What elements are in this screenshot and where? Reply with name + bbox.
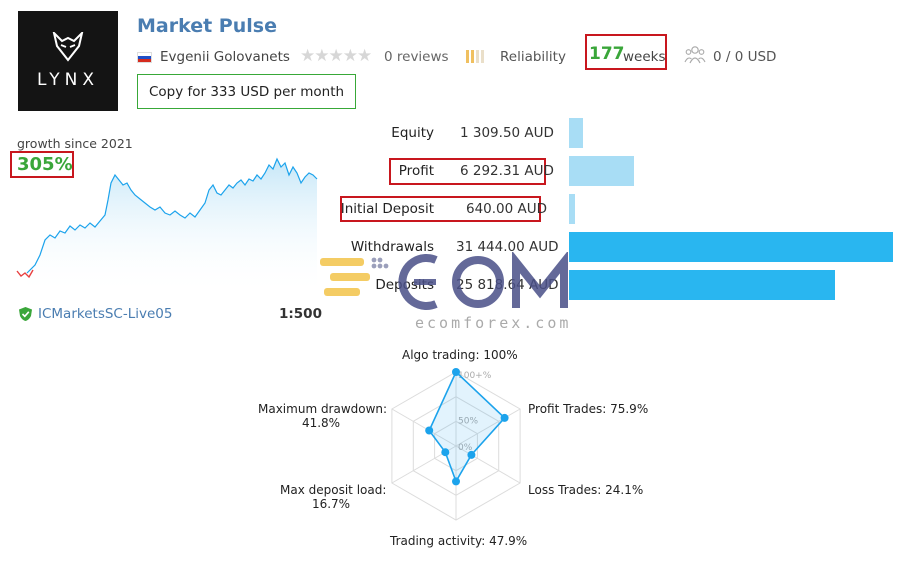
stat-label-withdrawals: Withdrawals [350,239,434,255]
ecom-watermark-logo [320,252,568,310]
weeks-number: 177 [589,44,625,64]
stat-value-withdrawals: 31 444.00 AUD [456,239,559,255]
stat-label-initial-deposit: Initial Deposit [340,201,434,217]
growth-label: growth since 2021 [17,136,133,151]
radar-point-3 [452,477,460,486]
radar-label-max-deposit-load: Max deposit load: 16.7% [280,483,387,511]
leverage-value: 1:500 [279,306,322,322]
radar-label-trading-activity: Trading activity: 47.9% [390,534,528,548]
weeks-label: weeks [623,49,666,65]
reliability-label: Reliability [500,49,566,65]
growth-line [26,157,318,274]
radar-point-1 [500,413,509,422]
reliability-bars-icon [466,50,484,63]
stat-value-equity: 1 309.50 AUD [460,125,554,141]
reviews-link[interactable]: 0 reviews [384,49,449,65]
stat-value-initial-deposit: 640.00 AUD [466,201,548,217]
rating-stars-icon: ★★★★★ [300,46,372,66]
bar-withdrawals [569,232,893,262]
author-name[interactable]: Evgenii Golovanets [160,49,290,65]
radar-label-max-drawdown: Maximum drawdown: 41.8% [258,402,388,430]
growth-highlight-box [10,151,74,178]
radar-axis-line-2 [455,445,521,484]
radar-point-5 [425,426,434,435]
lynx-head-icon [52,32,84,62]
radar-label-loss-trades: Loss Trades: 24.1% [528,483,644,497]
radar-axis-line-1 [455,408,521,447]
stat-label-profit: Profit [398,163,434,179]
radar-axis-line-5 [391,408,457,447]
growth-line-negative [16,269,34,279]
author-row[interactable]: Evgenii Golovanets [137,48,290,66]
subscribers-count: 0 / 0 USD [713,49,777,65]
broker-server[interactable]: ICMarketsSC-Live05 [18,306,172,322]
growth-chart[interactable] [15,155,320,295]
stat-label-equity: Equity [391,125,434,141]
signal-title[interactable]: Market Pulse [137,15,277,37]
growth-area [27,159,317,295]
stat-value-profit: 6 292.31 AUD [460,163,554,179]
verified-shield-icon [19,307,32,321]
radar-point-0 [452,368,460,376]
radar-grid-label-1: 50% [458,417,478,427]
radar-label-algo: Algo trading: 100% [402,348,518,362]
signal-logo: LYNX [18,11,118,111]
bar-equity [569,118,583,148]
bar-initial-deposit [569,194,575,224]
server-name[interactable]: ICMarketsSC-Live05 [38,306,173,322]
radar-grid-label-2: 0% [458,443,473,453]
watermark-domain: ecomforex.com [415,314,572,332]
subscribers-icon [684,46,706,64]
radar-label-profit-trades: Profit Trades: 75.9% [528,402,649,416]
radar-point-4 [441,448,450,457]
weeks-highlight-box [585,34,667,70]
radar-point-2 [467,450,476,459]
logo-text: LYNX [37,70,99,90]
growth-value: 305% [17,154,73,175]
radar-value-area [428,370,506,484]
initial-deposit-highlight-box [340,196,541,222]
russia-flag-icon [137,51,152,63]
radar-chart: 100+% 50% 0% [391,368,521,521]
radar-grid-label-0: 100+% [458,371,492,381]
bar-deposits [569,270,835,300]
copy-signal-button[interactable]: Copy for 333 USD per month [137,74,356,109]
bar-profit [569,156,634,186]
profit-highlight-box [389,158,546,185]
